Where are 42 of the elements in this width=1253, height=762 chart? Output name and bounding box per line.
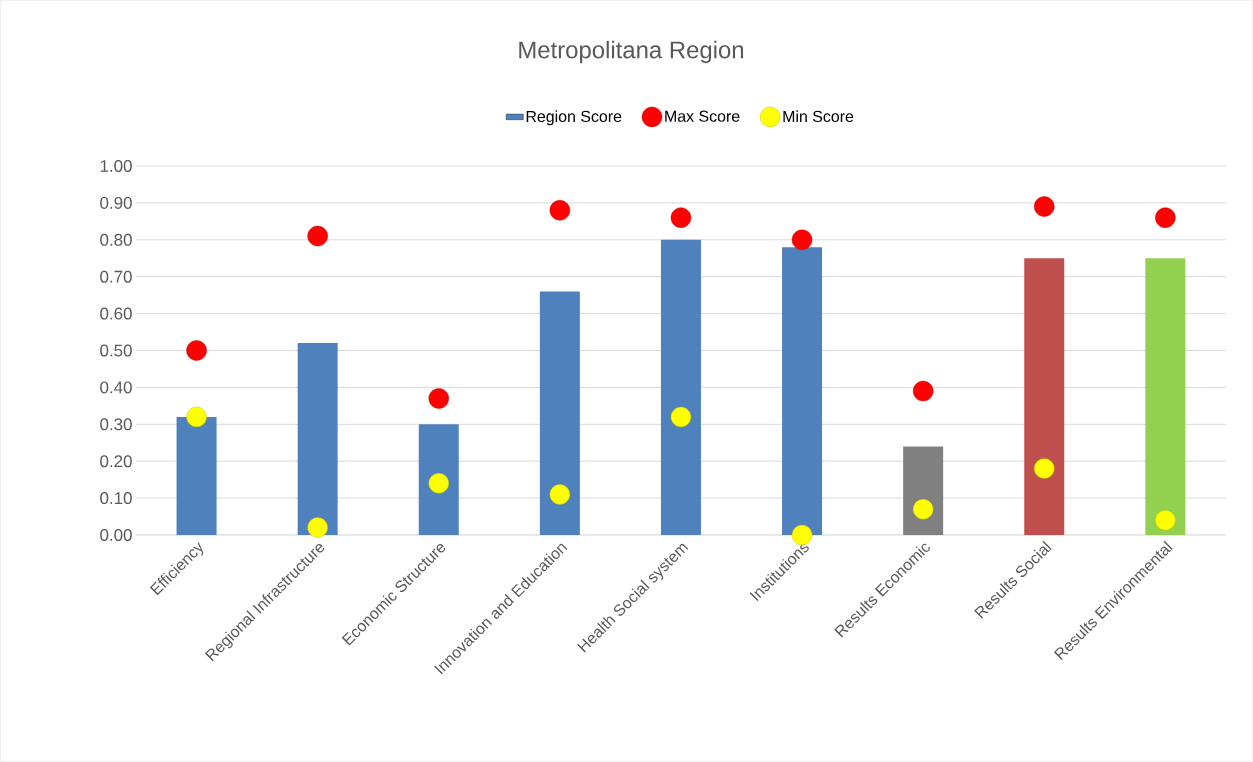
y-tick-label: 0.40 xyxy=(100,381,132,394)
point xyxy=(307,517,328,538)
bar xyxy=(782,247,823,535)
bar xyxy=(297,343,338,535)
point xyxy=(307,225,328,247)
point xyxy=(670,406,692,428)
point xyxy=(428,388,449,409)
bar xyxy=(176,416,217,535)
bar xyxy=(903,446,944,535)
y-tick-label: 0.50 xyxy=(100,344,132,357)
bar xyxy=(539,291,580,535)
point xyxy=(549,200,571,221)
bar xyxy=(660,239,701,535)
y-tick-label: 0.90 xyxy=(100,196,132,209)
bar xyxy=(1145,258,1186,535)
point xyxy=(1155,510,1176,531)
point xyxy=(186,340,207,361)
point xyxy=(912,498,934,520)
bar xyxy=(418,424,459,535)
y-tick-label: 0.70 xyxy=(100,270,132,283)
y-tick-label: 0.10 xyxy=(100,492,132,505)
legend-label: Max Score xyxy=(665,110,740,122)
point xyxy=(912,380,934,402)
point xyxy=(791,229,813,250)
point xyxy=(428,473,449,494)
bar xyxy=(1024,258,1065,535)
point xyxy=(1034,458,1055,479)
point xyxy=(1034,196,1055,217)
y-tick-label: 0.00 xyxy=(100,528,132,541)
y-tick-label: 0.30 xyxy=(100,418,132,431)
y-tick-label: 0.20 xyxy=(100,455,132,468)
point xyxy=(186,406,207,428)
point xyxy=(549,484,571,505)
y-tick-label: 1.00 xyxy=(100,159,132,172)
legend-label: Region Score xyxy=(526,110,622,126)
point xyxy=(1155,207,1176,228)
point xyxy=(791,524,813,546)
y-tick-label: 0.60 xyxy=(100,307,132,320)
legend-label: Min Score xyxy=(783,110,854,123)
point xyxy=(670,207,692,228)
y-tick-label: 0.80 xyxy=(100,233,132,246)
chart-title: Metropolitana Region xyxy=(519,40,744,64)
